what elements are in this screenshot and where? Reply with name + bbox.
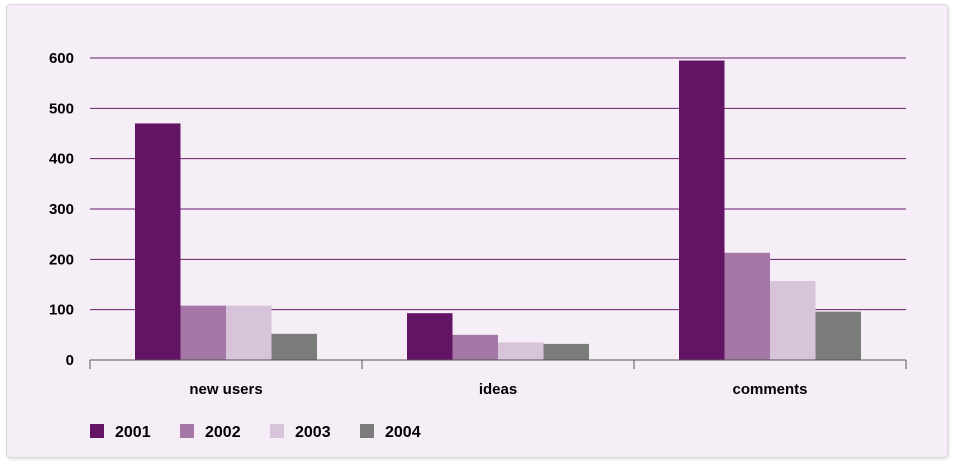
category-label: comments (732, 381, 807, 398)
bar-2004-new-users (271, 333, 317, 360)
legend-label: 2001 (115, 424, 151, 441)
y-tick-label: 100 (49, 302, 74, 319)
bar-2001-ideas (407, 313, 453, 360)
y-tick-label: 500 (49, 100, 74, 117)
legend-swatch-2001 (90, 424, 104, 438)
y-tick-label: 200 (49, 251, 74, 268)
legend: 2001 2002 2003 2004 (90, 424, 421, 441)
category-label: new users (189, 381, 262, 398)
legend-swatch-2002 (180, 424, 194, 438)
legend-label: 2002 (205, 424, 241, 441)
bar-2003-comments (770, 280, 816, 360)
bar-2001-new-users (135, 123, 181, 360)
bar-2002-new-users (180, 305, 226, 360)
bar-2003-new-users (226, 305, 272, 360)
bar-2004-ideas (543, 343, 589, 360)
bar-2004-comments (815, 311, 861, 360)
legend-label: 2003 (295, 424, 331, 441)
x-axis (89, 359, 907, 369)
legend-swatch-2004 (360, 424, 374, 438)
bar-2002-ideas (452, 334, 498, 360)
bar-2002-comments (724, 252, 770, 360)
bar-2003-ideas (498, 342, 544, 360)
legend-label: 2004 (385, 424, 421, 441)
y-tick-label: 400 (49, 151, 74, 168)
bars (135, 60, 861, 361)
bar-2001-comments (679, 60, 725, 361)
gridlines (90, 57, 906, 311)
category-label: ideas (479, 381, 517, 398)
legend-swatch-2003 (270, 424, 284, 438)
y-tick-label: 600 (49, 50, 74, 67)
y-axis-ticks: 0 100 200 300 400 500 600 (49, 50, 74, 369)
category-labels: new users ideas comments (189, 381, 807, 398)
y-tick-label: 0 (66, 352, 74, 369)
y-tick-label: 300 (49, 201, 74, 218)
